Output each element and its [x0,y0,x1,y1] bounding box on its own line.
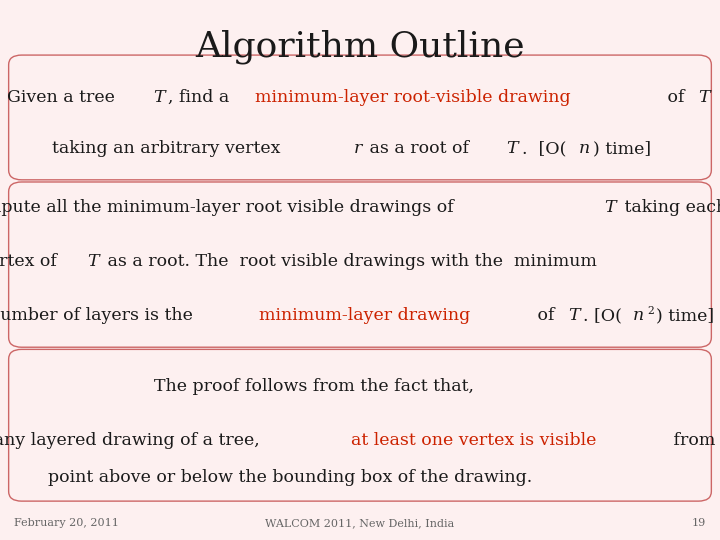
Text: February 20, 2011: February 20, 2011 [14,518,120,528]
Text: r: r [354,140,361,157]
Text: point above or below the bounding box of the drawing.: point above or below the bounding box of… [48,469,532,487]
Text: of: of [531,307,559,325]
Text: .  [O(: . [O( [521,140,566,157]
Text: Given a tree: Given a tree [7,89,120,106]
Text: n: n [579,140,590,157]
Text: n: n [633,307,644,325]
Text: WALCOM 2011, New Delhi, India: WALCOM 2011, New Delhi, India [266,518,454,528]
Text: T: T [153,89,165,106]
Text: . [O(: . [O( [582,307,621,325]
Text: In any layered drawing of a tree,: In any layered drawing of a tree, [0,431,266,449]
Text: 19: 19 [691,518,706,528]
Text: from a: from a [668,431,720,449]
Text: as a root. The  root visible drawings with the  minimum: as a root. The root visible drawings wit… [102,253,597,271]
Text: Algorithm Outline: Algorithm Outline [195,30,525,64]
Text: as a root of: as a root of [364,140,474,157]
Text: ) time]: ) time] [656,307,714,325]
Text: T: T [568,307,580,325]
FancyBboxPatch shape [9,349,711,501]
Text: minimum-layer drawing: minimum-layer drawing [259,307,470,325]
Text: number of layers is the: number of layers is the [0,307,198,325]
Text: T: T [698,89,709,106]
FancyBboxPatch shape [9,182,711,347]
Text: at least one vertex is visible: at least one vertex is visible [351,431,597,449]
Text: vertex of: vertex of [0,253,63,271]
Text: taking an arbitrary vertex: taking an arbitrary vertex [52,140,286,157]
Text: Compute all the minimum-layer root visible drawings of: Compute all the minimum-layer root visib… [0,199,459,217]
Text: ) time]: ) time] [593,140,652,157]
Text: minimum-layer root-visible drawing: minimum-layer root-visible drawing [254,89,570,106]
Text: T: T [87,253,99,271]
FancyBboxPatch shape [9,55,711,180]
Text: T: T [507,140,518,157]
Text: The proof follows from the fact that,: The proof follows from the fact that, [153,377,474,395]
Text: , find a: , find a [168,89,235,106]
Text: taking each: taking each [619,199,720,217]
Text: 2: 2 [647,306,654,316]
Text: of: of [662,89,690,106]
Text: T: T [604,199,616,217]
